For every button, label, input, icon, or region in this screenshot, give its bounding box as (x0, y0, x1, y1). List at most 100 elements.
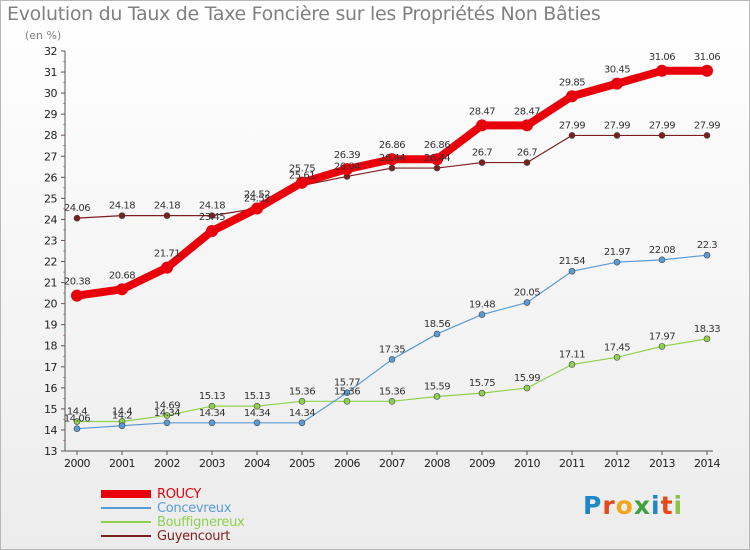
data-label: 15.36 (379, 386, 405, 397)
logo-letter: x (633, 491, 651, 520)
logo-letter: i (651, 491, 661, 520)
data-point (478, 389, 486, 397)
legend-swatch (101, 507, 151, 509)
data-point (341, 163, 353, 176)
y-tick-label: 27 (44, 150, 57, 163)
logo-letter: t (660, 491, 674, 520)
data-point (298, 398, 306, 405)
data-point (118, 212, 126, 219)
data-label: 25.75 (289, 164, 315, 175)
data-label: 15.75 (469, 378, 495, 389)
data-point (296, 176, 308, 189)
data-label: 15.36 (289, 386, 315, 397)
data-label: 21.97 (604, 247, 630, 258)
data-label: 18.33 (694, 324, 720, 335)
legend-swatch (101, 521, 151, 523)
x-tick-label: 2000 (64, 457, 90, 470)
data-point (388, 398, 396, 405)
data-point (431, 153, 443, 166)
data-point (701, 64, 713, 77)
data-label: 14.69 (154, 400, 180, 411)
data-point (658, 343, 666, 350)
data-point (703, 335, 711, 343)
data-label: 26.86 (379, 140, 405, 151)
data-label: 24.18 (109, 201, 135, 212)
y-tick-label: 18 (44, 340, 57, 353)
y-tick-label: 30 (44, 87, 57, 100)
data-point (388, 164, 396, 172)
y-tick-label: 25 (44, 192, 57, 205)
data-point (343, 398, 351, 405)
data-label: 24.18 (154, 201, 180, 212)
data-label: 29.85 (559, 77, 585, 88)
data-label: 26.44 (379, 153, 405, 164)
legend-swatch (101, 535, 151, 537)
legend-label: Bouffignereux (157, 514, 245, 530)
y-tick-label: 31 (44, 66, 57, 79)
data-point (253, 402, 261, 410)
data-label: 17.97 (649, 331, 675, 342)
data-label: 20.05 (514, 288, 540, 299)
logo-letter: r (602, 491, 616, 520)
data-label: 24.52 (244, 193, 270, 204)
data-point (656, 64, 668, 77)
data-label: 14.34 (154, 408, 180, 419)
data-label: 28.47 (514, 106, 540, 117)
data-label: 17.45 (604, 342, 630, 353)
data-label: 31.06 (649, 52, 675, 63)
legend-item: Guyencourt (101, 529, 244, 543)
data-label: 26.04 (334, 161, 360, 172)
data-point (658, 132, 666, 139)
data-label: 31.06 (694, 52, 720, 63)
data-label: 14.2 (112, 411, 132, 422)
x-tick-label: 2001 (109, 457, 135, 470)
data-point (521, 119, 533, 132)
x-tick-label: 2006 (334, 457, 360, 470)
data-point (118, 422, 126, 430)
data-label: 21.54 (559, 256, 585, 267)
data-label: 15.77 (334, 378, 360, 389)
series-line-roucy (76, 66, 707, 300)
y-tick-label: 22 (44, 256, 57, 269)
data-point (613, 354, 621, 361)
data-point (388, 356, 396, 363)
chart-subtitle: (en %) (25, 29, 62, 42)
y-tick-label: 16 (44, 382, 57, 395)
y-tick-label: 26 (44, 171, 57, 184)
data-label: 15.13 (199, 391, 225, 402)
data-label: 15.36 (334, 386, 360, 397)
data-label: 18.56 (424, 319, 450, 330)
x-tick-label: 2008 (424, 457, 450, 470)
data-label: 14.34 (244, 408, 270, 419)
y-tick-label: 17 (44, 361, 57, 374)
data-point (163, 212, 171, 219)
data-label: 27.99 (559, 120, 585, 131)
data-label: 26.44 (424, 153, 450, 164)
data-label: 27.99 (649, 120, 675, 131)
data-label: 22.08 (649, 245, 675, 256)
data-label: 21.71 (154, 249, 180, 260)
y-tick-label: 20 (44, 298, 57, 311)
data-point (298, 419, 306, 427)
data-point (433, 330, 441, 338)
data-point (208, 212, 216, 219)
data-point (73, 214, 81, 222)
data-point (658, 256, 666, 264)
data-label: 14.34 (199, 408, 225, 419)
chart-title: Evolution du Taux de Taxe Foncière sur l… (7, 3, 601, 25)
data-point (568, 132, 576, 139)
data-label: 20.38 (64, 277, 90, 288)
data-point (703, 251, 711, 259)
proxiti-logo: Proxiti (583, 491, 683, 520)
data-label: 17.35 (379, 344, 405, 355)
data-point (478, 159, 486, 166)
data-point (566, 90, 578, 103)
data-point (73, 425, 81, 432)
data-point (208, 402, 216, 410)
data-label: 24.52 (244, 189, 270, 200)
x-tick-label: 2009 (469, 457, 495, 470)
data-label: 20.68 (109, 270, 135, 281)
data-point (116, 283, 128, 296)
